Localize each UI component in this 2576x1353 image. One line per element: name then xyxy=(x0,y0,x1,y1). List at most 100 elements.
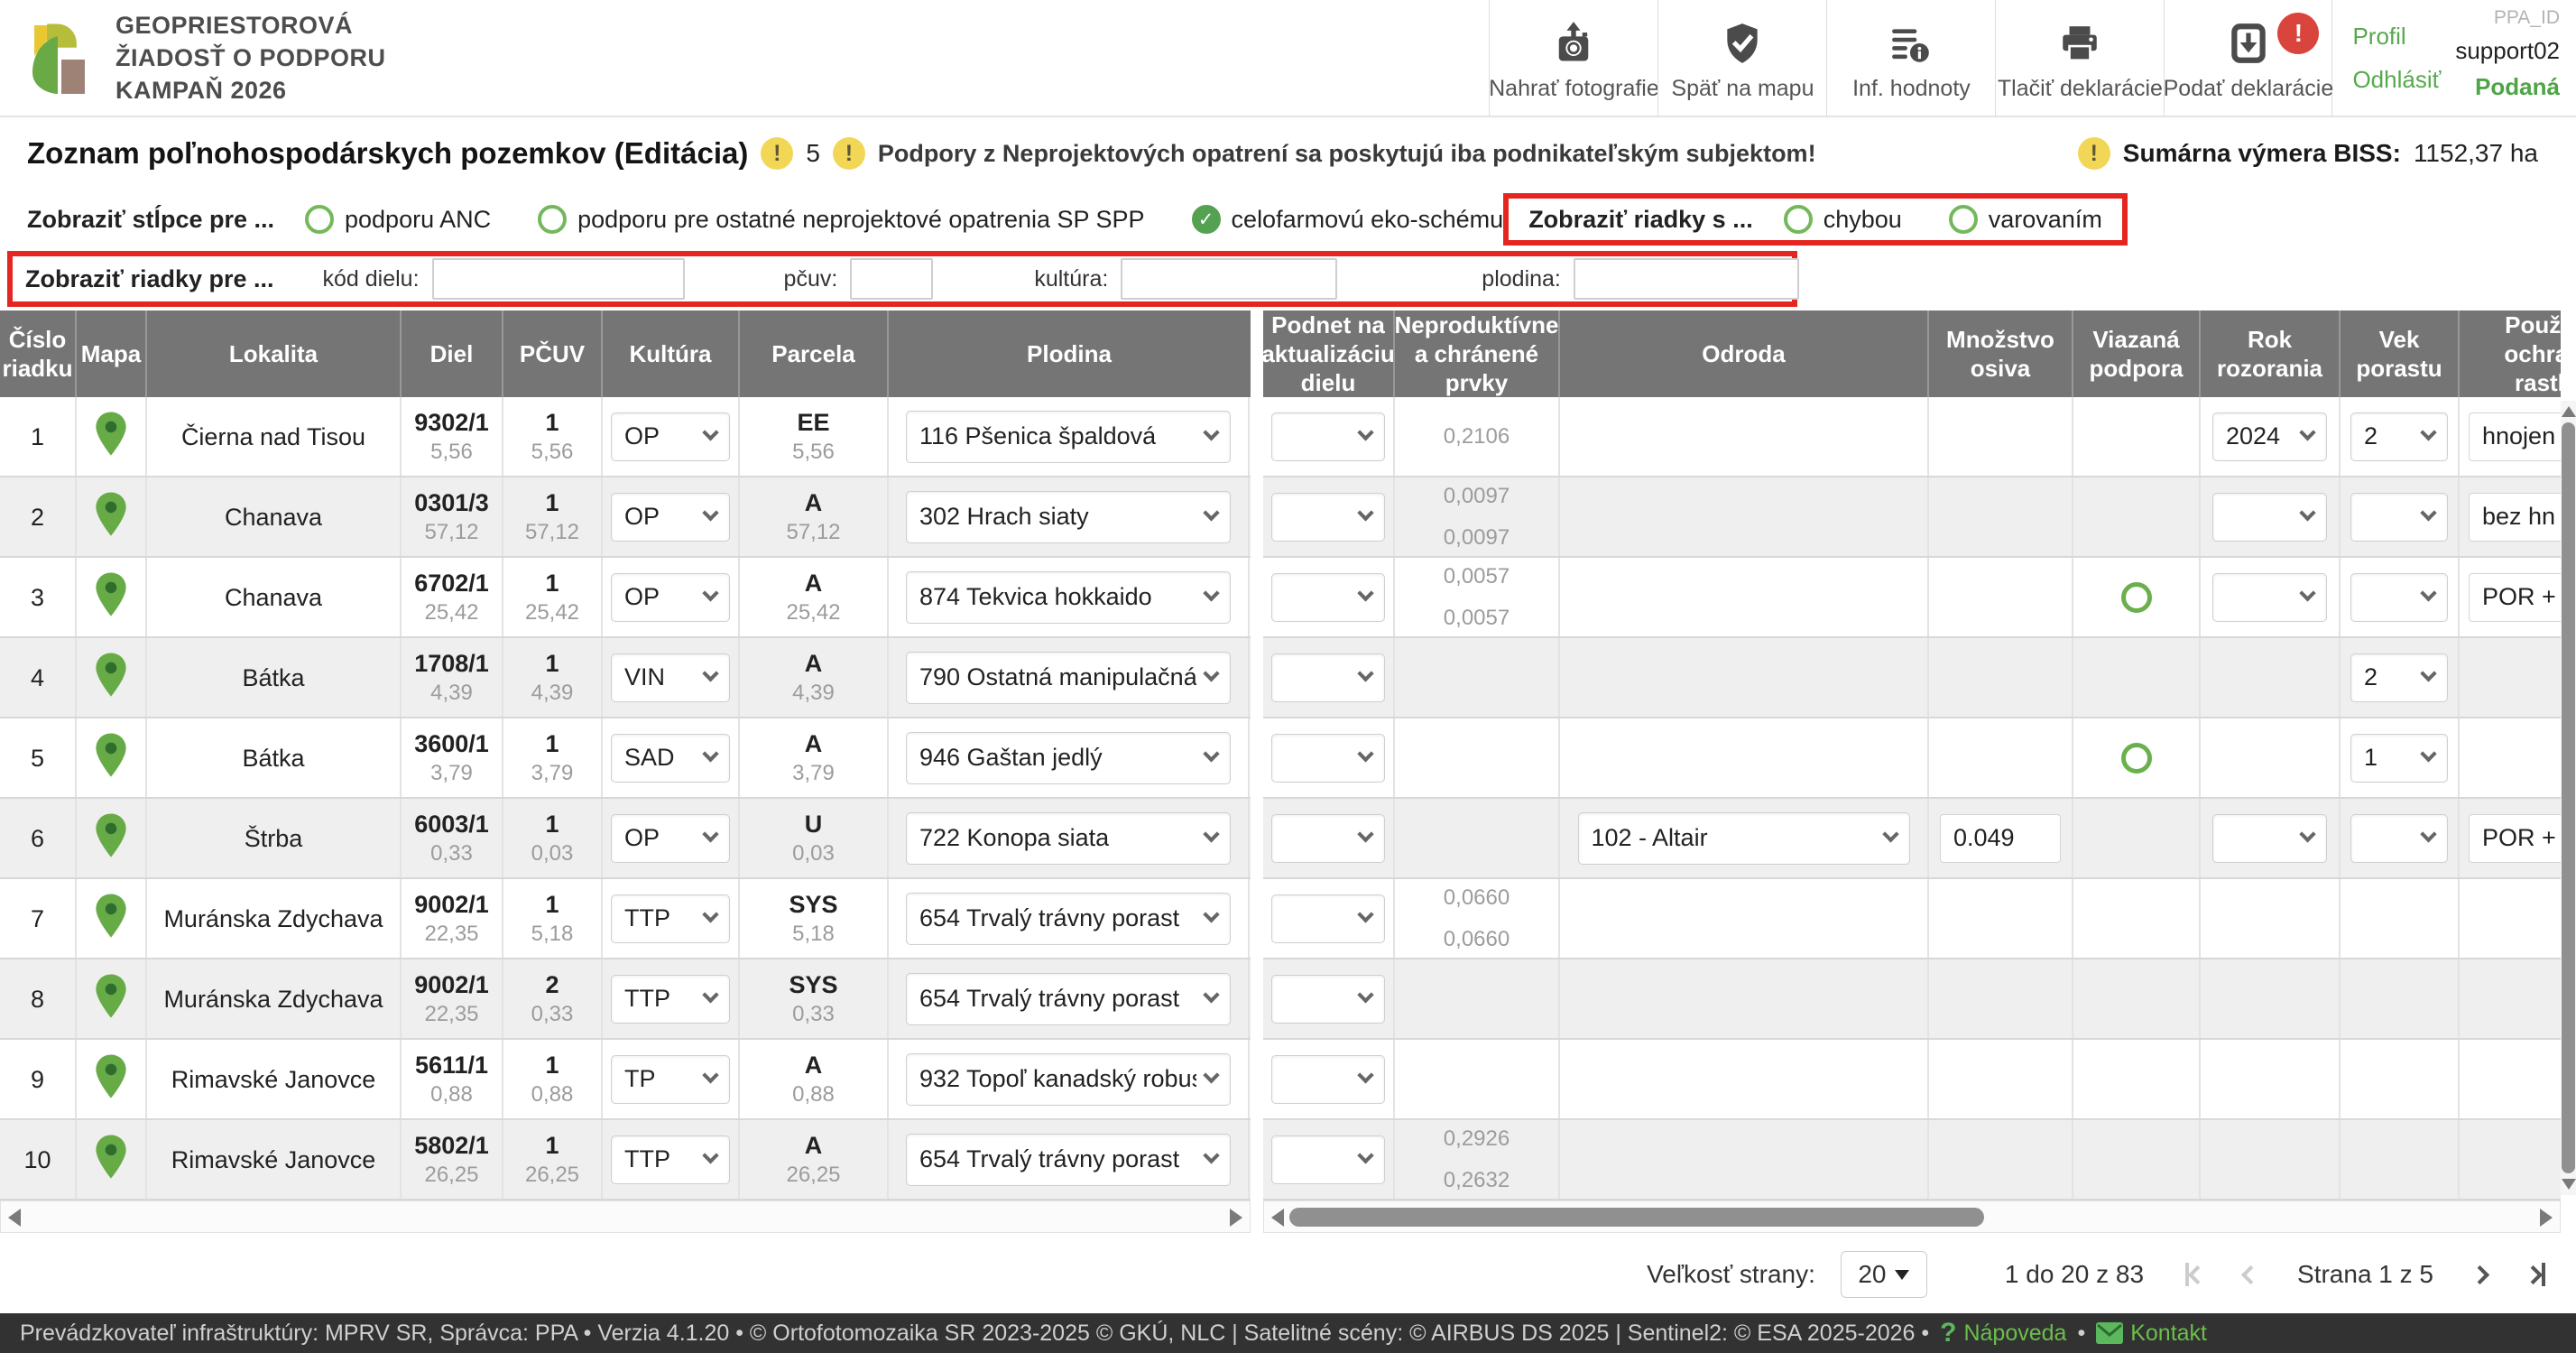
plodina-dropdown[interactable]: 790 Ostatná manipulačná pl xyxy=(906,651,1231,704)
scroll-up-icon[interactable] xyxy=(2561,406,2576,417)
kultura-dropdown[interactable]: TP xyxy=(611,1054,730,1104)
column-header[interactable]: Rok rozorania xyxy=(2201,310,2341,397)
plodina-dropdown[interactable]: 654 Trvalý trávny porast xyxy=(906,972,1231,1025)
row-filter-option[interactable]: varovaním xyxy=(1948,205,2102,234)
checkbox-unchecked-icon[interactable] xyxy=(1948,205,1978,234)
warning-icon[interactable]: ! xyxy=(2077,137,2110,170)
print-declarations-button[interactable]: Tlačiť deklarácie xyxy=(1995,0,2165,116)
map-pin-icon[interactable] xyxy=(92,570,130,624)
scrollbar-thumb[interactable] xyxy=(1289,1208,1984,1227)
podnet-dropdown[interactable] xyxy=(1271,894,1385,943)
column-header[interactable]: Množstvo osiva xyxy=(1929,310,2073,397)
column-header[interactable]: Odroda xyxy=(1560,310,1929,397)
column-header[interactable]: Neproduktívne a chránené prvky xyxy=(1394,310,1560,397)
upload-photos-button[interactable]: Nahrať fotografie xyxy=(1489,0,1659,116)
column-header[interactable]: PČUV xyxy=(503,310,603,397)
map-pin-icon[interactable] xyxy=(92,972,130,1025)
scroll-right-icon[interactable] xyxy=(2540,1209,2553,1227)
plodina-dropdown[interactable]: 932 Topoľ kanadský robusta xyxy=(906,1052,1231,1106)
search-field-input[interactable] xyxy=(850,258,934,300)
map-pin-icon[interactable] xyxy=(92,410,130,463)
checkbox-unchecked-icon[interactable] xyxy=(305,205,334,234)
vek-porastu-dropdown[interactable]: 1 xyxy=(2350,733,2448,783)
column-header[interactable]: Kultúra xyxy=(603,310,740,397)
page-size-select[interactable]: 20 xyxy=(1840,1251,1927,1298)
map-pin-icon[interactable] xyxy=(92,490,130,543)
podnet-dropdown[interactable] xyxy=(1271,974,1385,1024)
vek-porastu-dropdown[interactable]: 2 xyxy=(2350,653,2448,702)
plodina-dropdown[interactable]: 654 Trvalý trávny porast xyxy=(906,1133,1231,1186)
column-header[interactable]: Podnet na aktualizáciu dielu xyxy=(1263,310,1395,397)
kultura-dropdown[interactable]: TTP xyxy=(611,894,730,943)
scroll-right-icon[interactable] xyxy=(1230,1209,1242,1227)
logout-link[interactable]: Odhlásiť xyxy=(2352,65,2442,93)
column-header[interactable]: Mapa xyxy=(77,310,147,397)
last-page-button[interactable] xyxy=(2523,1263,2545,1286)
kultura-dropdown[interactable]: VIN xyxy=(611,653,730,702)
kultura-dropdown[interactable]: OP xyxy=(611,492,730,542)
vek-porastu-dropdown[interactable] xyxy=(2350,492,2448,542)
back-to-map-button[interactable]: Späť na mapu xyxy=(1657,0,1827,116)
plodina-dropdown[interactable]: 116 Pšenica špaldová xyxy=(906,410,1231,463)
podnet-dropdown[interactable] xyxy=(1271,813,1385,863)
plodina-dropdown[interactable]: 302 Hrach siaty xyxy=(906,490,1231,543)
column-header[interactable]: Vek porastu xyxy=(2341,310,2460,397)
next-page-button[interactable] xyxy=(2470,1265,2490,1284)
rok-rozorania-dropdown[interactable] xyxy=(2212,813,2327,863)
info-values-button[interactable]: Inf. hodnoty xyxy=(1826,0,1996,116)
podnet-dropdown[interactable] xyxy=(1271,492,1385,542)
rok-rozorania-dropdown[interactable] xyxy=(2212,572,2327,622)
map-pin-icon[interactable] xyxy=(92,1133,130,1186)
checkbox-checked-icon[interactable]: ✓ xyxy=(1191,205,1221,234)
vek-porastu-dropdown[interactable]: 2 xyxy=(2350,412,2448,461)
previous-page-button[interactable] xyxy=(2240,1265,2261,1284)
vek-porastu-dropdown[interactable] xyxy=(2350,813,2448,863)
contact-link[interactable]: Kontakt xyxy=(2096,1321,2207,1347)
podnet-dropdown[interactable] xyxy=(1271,653,1385,702)
kultura-dropdown[interactable]: TTP xyxy=(611,1135,730,1184)
plodina-dropdown[interactable]: 874 Tekvica hokkaido xyxy=(906,570,1231,624)
column-header[interactable]: Číslo riadku xyxy=(0,310,77,397)
plodina-dropdown[interactable]: 654 Trvalý trávny porast xyxy=(906,892,1231,945)
search-field-input[interactable] xyxy=(431,258,685,300)
kultura-dropdown[interactable]: OP xyxy=(611,412,730,461)
row-filter-option[interactable]: chybou xyxy=(1783,205,1902,234)
podnet-dropdown[interactable] xyxy=(1271,1135,1385,1184)
viazana-podpora-checkbox[interactable] xyxy=(2120,581,2152,613)
podnet-dropdown[interactable] xyxy=(1271,412,1385,461)
kultura-dropdown[interactable]: TTP xyxy=(611,974,730,1024)
odroda-dropdown[interactable]: 102 - Altair xyxy=(1577,811,1910,865)
podnet-dropdown[interactable] xyxy=(1271,733,1385,783)
rok-rozorania-dropdown[interactable]: 2024 xyxy=(2212,412,2327,461)
viazana-podpora-checkbox[interactable] xyxy=(2120,742,2152,774)
column-header[interactable]: Parcela xyxy=(740,310,889,397)
podnet-dropdown[interactable] xyxy=(1271,1054,1385,1104)
pouzitie-input[interactable]: POR + xyxy=(2469,572,2561,622)
kultura-dropdown[interactable]: SAD xyxy=(611,733,730,783)
map-pin-icon[interactable] xyxy=(92,651,130,704)
right-horizontal-scrollbar[interactable] xyxy=(1263,1200,2561,1233)
submit-declarations-button[interactable]: Podať deklarácie! xyxy=(2164,0,2333,116)
search-field-input[interactable] xyxy=(1121,258,1338,300)
plodina-dropdown[interactable]: 946 Gaštan jedlý xyxy=(906,731,1231,784)
kultura-dropdown[interactable]: OP xyxy=(611,813,730,863)
profile-link[interactable]: Profil xyxy=(2352,22,2406,50)
rok-rozorania-dropdown[interactable] xyxy=(2212,492,2327,542)
column-filter-option[interactable]: podporu pre ostatné neprojektové opatren… xyxy=(538,205,1145,234)
column-header[interactable]: Použitie ochrany rastlín xyxy=(2504,311,2561,396)
help-link[interactable]: ? Nápoveda xyxy=(1940,1318,2066,1348)
column-filter-option[interactable]: ✓ celofarmovú eko-schému xyxy=(1191,205,1503,234)
scrollbar-thumb[interactable] xyxy=(2562,422,2575,1173)
column-header[interactable]: Plodina xyxy=(1027,340,1112,367)
search-field-input[interactable] xyxy=(1573,258,1799,300)
map-pin-icon[interactable] xyxy=(92,892,130,945)
column-header[interactable]: Viazaná podpora xyxy=(2073,310,2201,397)
scroll-left-icon[interactable] xyxy=(1271,1209,1284,1227)
pouzitie-input[interactable]: bez hn xyxy=(2469,492,2561,542)
column-header[interactable]: Diel xyxy=(402,310,503,397)
mnozstvo-osiva-input[interactable]: 0.049 xyxy=(1940,813,2061,863)
vertical-scrollbar[interactable] xyxy=(2561,401,2576,1195)
warning-icon[interactable]: ! xyxy=(761,137,794,170)
pouzitie-input[interactable]: POR + xyxy=(2469,813,2561,863)
first-page-button[interactable] xyxy=(2185,1263,2208,1286)
